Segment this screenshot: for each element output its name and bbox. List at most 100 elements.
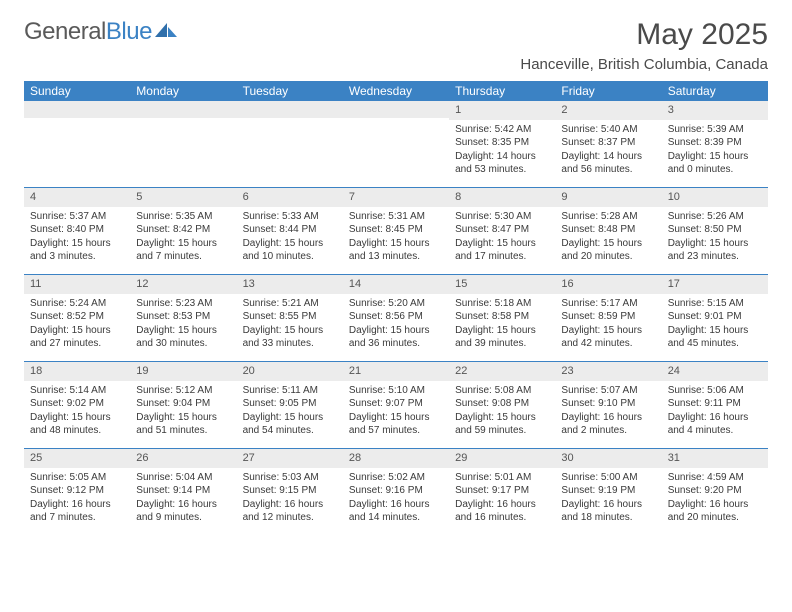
day-detail-line: Sunset: 8:35 PM [455, 136, 549, 150]
day-details: Sunrise: 5:26 AMSunset: 8:50 PMDaylight:… [662, 207, 768, 270]
location-text: Hanceville, British Columbia, Canada [520, 56, 768, 73]
day-detail-line: and 42 minutes. [561, 337, 655, 351]
day-detail-line: and 12 minutes. [243, 511, 337, 525]
day-detail-line: Daylight: 15 hours [136, 411, 230, 425]
day-detail-line: and 45 minutes. [668, 337, 762, 351]
weekday-header: Friday [555, 81, 661, 101]
day-details: Sunrise: 4:59 AMSunset: 9:20 PMDaylight:… [662, 468, 768, 531]
day-detail-line: Sunset: 8:42 PM [136, 223, 230, 237]
day-number: 3 [662, 101, 768, 120]
calendar-day-cell: 15Sunrise: 5:18 AMSunset: 8:58 PMDayligh… [449, 275, 555, 361]
day-detail-line: and 39 minutes. [455, 337, 549, 351]
day-number: 29 [449, 449, 555, 468]
calendar-day-cell: 10Sunrise: 5:26 AMSunset: 8:50 PMDayligh… [662, 188, 768, 274]
day-detail-line: Sunset: 8:59 PM [561, 310, 655, 324]
calendar-day-cell: 23Sunrise: 5:07 AMSunset: 9:10 PMDayligh… [555, 362, 661, 448]
day-detail-line: Daylight: 15 hours [243, 411, 337, 425]
day-detail-line: Sunrise: 5:30 AM [455, 210, 549, 224]
calendar-day-cell: 29Sunrise: 5:01 AMSunset: 9:17 PMDayligh… [449, 449, 555, 535]
calendar-day-cell: 7Sunrise: 5:31 AMSunset: 8:45 PMDaylight… [343, 188, 449, 274]
day-details: Sunrise: 5:18 AMSunset: 8:58 PMDaylight:… [449, 294, 555, 357]
weekday-header: Tuesday [237, 81, 343, 101]
day-number: 6 [237, 188, 343, 207]
day-detail-line: Sunset: 8:48 PM [561, 223, 655, 237]
day-detail-line: and 4 minutes. [668, 424, 762, 438]
day-number: 1 [449, 101, 555, 120]
day-detail-line: Sunset: 9:14 PM [136, 484, 230, 498]
day-detail-line: Daylight: 15 hours [136, 237, 230, 251]
calendar-day-cell: 4Sunrise: 5:37 AMSunset: 8:40 PMDaylight… [24, 188, 130, 274]
day-detail-line: Sunset: 8:56 PM [349, 310, 443, 324]
weekday-header: Wednesday [343, 81, 449, 101]
day-detail-line: and 3 minutes. [30, 250, 124, 264]
calendar-day-cell: 27Sunrise: 5:03 AMSunset: 9:15 PMDayligh… [237, 449, 343, 535]
day-detail-line: Sunrise: 5:00 AM [561, 471, 655, 485]
day-details: Sunrise: 5:03 AMSunset: 9:15 PMDaylight:… [237, 468, 343, 531]
day-detail-line: Sunset: 9:17 PM [455, 484, 549, 498]
day-number: 24 [662, 362, 768, 381]
calendar-week-row: 1Sunrise: 5:42 AMSunset: 8:35 PMDaylight… [24, 101, 768, 187]
day-detail-line: and 36 minutes. [349, 337, 443, 351]
day-number: 5 [130, 188, 236, 207]
calendar-week-row: 18Sunrise: 5:14 AMSunset: 9:02 PMDayligh… [24, 361, 768, 448]
calendar-day-cell: 14Sunrise: 5:20 AMSunset: 8:56 PMDayligh… [343, 275, 449, 361]
calendar-day-cell: 11Sunrise: 5:24 AMSunset: 8:52 PMDayligh… [24, 275, 130, 361]
day-detail-line: Daylight: 15 hours [668, 324, 762, 338]
day-number: 15 [449, 275, 555, 294]
day-detail-line: Sunrise: 5:39 AM [668, 123, 762, 137]
day-detail-line: Sunrise: 5:10 AM [349, 384, 443, 398]
day-detail-line: Sunrise: 5:40 AM [561, 123, 655, 137]
day-detail-line: Sunset: 8:47 PM [455, 223, 549, 237]
day-detail-line: Daylight: 16 hours [455, 498, 549, 512]
day-detail-line: Sunrise: 5:04 AM [136, 471, 230, 485]
logo-part-1: General [24, 18, 106, 45]
day-detail-line: Daylight: 16 hours [668, 498, 762, 512]
calendar-week-row: 25Sunrise: 5:05 AMSunset: 9:12 PMDayligh… [24, 448, 768, 535]
month-title: May 2025 [520, 18, 768, 52]
day-detail-line: Sunset: 9:11 PM [668, 397, 762, 411]
day-details: Sunrise: 5:07 AMSunset: 9:10 PMDaylight:… [555, 381, 661, 444]
day-detail-line: Sunset: 8:53 PM [136, 310, 230, 324]
calendar-day-cell: 20Sunrise: 5:11 AMSunset: 9:05 PMDayligh… [237, 362, 343, 448]
calendar-header-row: SundayMondayTuesdayWednesdayThursdayFrid… [24, 81, 768, 101]
day-detail-line: Sunrise: 5:31 AM [349, 210, 443, 224]
day-number [343, 101, 449, 118]
day-detail-line: and 33 minutes. [243, 337, 337, 351]
day-details: Sunrise: 5:10 AMSunset: 9:07 PMDaylight:… [343, 381, 449, 444]
day-number: 9 [555, 188, 661, 207]
calendar-day-cell: 16Sunrise: 5:17 AMSunset: 8:59 PMDayligh… [555, 275, 661, 361]
day-detail-line: Daylight: 15 hours [668, 150, 762, 164]
day-detail-line: Sunrise: 5:18 AM [455, 297, 549, 311]
day-details: Sunrise: 5:39 AMSunset: 8:39 PMDaylight:… [662, 120, 768, 183]
day-detail-line: Sunset: 9:08 PM [455, 397, 549, 411]
day-detail-line: and 7 minutes. [30, 511, 124, 525]
day-details: Sunrise: 5:42 AMSunset: 8:35 PMDaylight:… [449, 120, 555, 183]
day-number: 13 [237, 275, 343, 294]
calendar-day-cell: 22Sunrise: 5:08 AMSunset: 9:08 PMDayligh… [449, 362, 555, 448]
day-details: Sunrise: 5:33 AMSunset: 8:44 PMDaylight:… [237, 207, 343, 270]
day-detail-line: and 23 minutes. [668, 250, 762, 264]
day-details: Sunrise: 5:37 AMSunset: 8:40 PMDaylight:… [24, 207, 130, 270]
day-details: Sunrise: 5:01 AMSunset: 9:17 PMDaylight:… [449, 468, 555, 531]
day-detail-line: Sunrise: 5:33 AM [243, 210, 337, 224]
day-detail-line: Daylight: 15 hours [30, 237, 124, 251]
day-detail-line: Sunrise: 5:15 AM [668, 297, 762, 311]
day-detail-line: and 20 minutes. [668, 511, 762, 525]
calendar-day-cell [130, 101, 236, 187]
day-detail-line: Sunset: 8:55 PM [243, 310, 337, 324]
day-detail-line: Daylight: 14 hours [561, 150, 655, 164]
title-block: May 2025 Hanceville, British Columbia, C… [520, 18, 768, 73]
calendar-page: GeneralBlue May 2025 Hanceville, British… [0, 0, 792, 553]
day-details: Sunrise: 5:11 AMSunset: 9:05 PMDaylight:… [237, 381, 343, 444]
calendar-day-cell: 30Sunrise: 5:00 AMSunset: 9:19 PMDayligh… [555, 449, 661, 535]
calendar-day-cell: 28Sunrise: 5:02 AMSunset: 9:16 PMDayligh… [343, 449, 449, 535]
day-detail-line: Daylight: 16 hours [349, 498, 443, 512]
weekday-header: Sunday [24, 81, 130, 101]
day-detail-line: Sunrise: 5:24 AM [30, 297, 124, 311]
calendar-day-cell: 31Sunrise: 4:59 AMSunset: 9:20 PMDayligh… [662, 449, 768, 535]
day-detail-line: Sunset: 9:12 PM [30, 484, 124, 498]
day-detail-line: Sunset: 9:02 PM [30, 397, 124, 411]
day-detail-line: Daylight: 15 hours [349, 324, 443, 338]
calendar-day-cell: 21Sunrise: 5:10 AMSunset: 9:07 PMDayligh… [343, 362, 449, 448]
day-detail-line: Sunset: 9:04 PM [136, 397, 230, 411]
